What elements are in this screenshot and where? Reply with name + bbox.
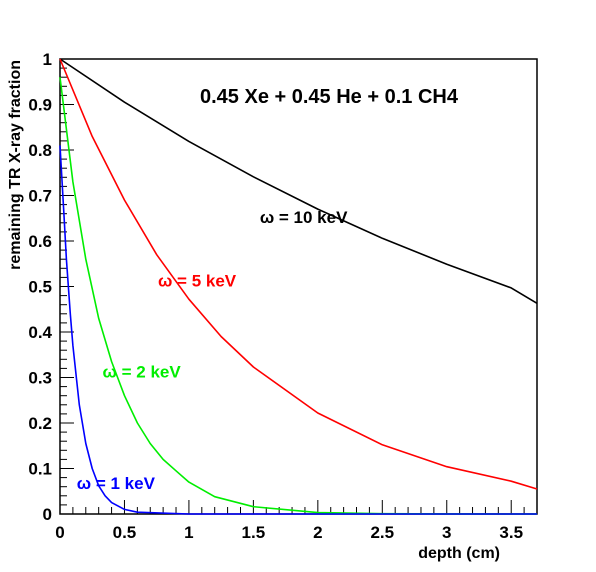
tick-group: [59, 58, 538, 515]
series-line: [59, 58, 538, 490]
x-axis-title: depth (cm): [418, 545, 500, 562]
y-tick-label: 0.6: [28, 232, 52, 251]
y-tick-label: 0: [43, 505, 52, 524]
curve-label: ω = 5 keV: [158, 272, 237, 291]
annotation-group: ω = 10 keV ω = 5 keV ω = 2 keV ω = 1 keV: [77, 208, 348, 493]
y-tick-label: 0.7: [28, 187, 52, 206]
plot-frame: [59, 58, 538, 515]
x-tick-label: 2: [313, 523, 322, 542]
x-tick-label: 1: [184, 523, 193, 542]
series-line: [59, 77, 537, 515]
y-tick-label: 0.3: [28, 369, 52, 388]
y-tick-label: 1: [43, 50, 52, 69]
x-tick-label: 0.5: [113, 523, 137, 542]
x-tick-label: 2.5: [370, 523, 394, 542]
curve-label: ω = 10 keV: [260, 208, 348, 227]
y-tick-label: 0.2: [28, 414, 52, 433]
curve-group: [59, 58, 538, 515]
x-tick-label: 0: [55, 523, 64, 542]
y-tick-label: 0.9: [28, 96, 52, 115]
y-tick-label: 0.4: [28, 323, 52, 342]
curve-label: ω = 1 keV: [77, 474, 156, 493]
y-axis-title: remaining TR X-ray fraction: [7, 60, 24, 270]
tick-label-group: 0 0.5 1 1.5 2 2.5 3 3.5 0 0.1 0.2 0.3 0.4 0.5 0.6 0.7 0.…: [28, 50, 523, 542]
x-tick-label: 3.5: [499, 523, 523, 542]
chart-title: 0.45 Xe + 0.45 He + 0.1 CH4: [200, 86, 459, 108]
x-tick-label: 3: [442, 523, 451, 542]
curve-label: ω = 2 keV: [103, 363, 182, 382]
series-line: [59, 145, 537, 515]
x-tick-label: 1.5: [242, 523, 266, 542]
y-tick-label: 0.1: [28, 460, 52, 479]
y-tick-label: 0.5: [28, 278, 52, 297]
series-line: [59, 58, 538, 304]
y-tick-label: 0.8: [28, 141, 52, 160]
